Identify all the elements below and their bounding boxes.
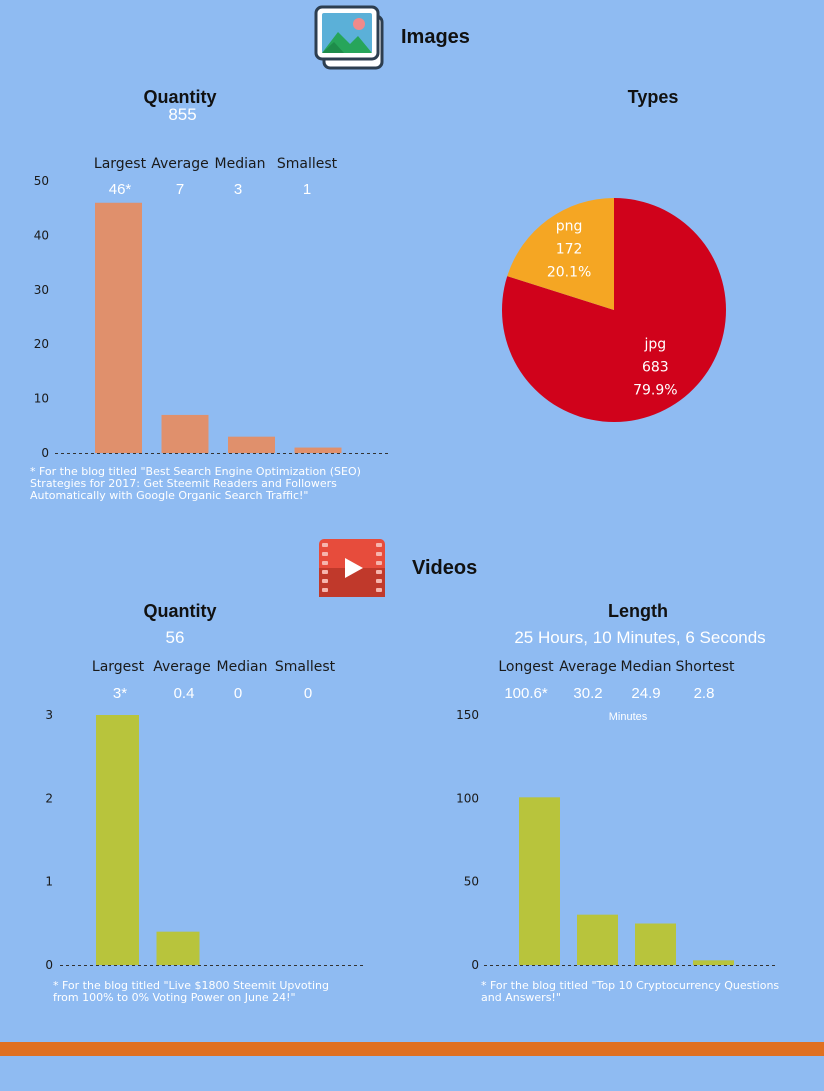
images-stat-value-smallest: 1 <box>302 181 312 198</box>
y-tick-label: 0 <box>45 958 53 972</box>
y-tick-label: 30 <box>34 283 49 297</box>
bar-longest <box>519 797 560 965</box>
bar-average <box>161 414 209 453</box>
videos-length-label-median: Median <box>620 659 672 675</box>
images-section-title: Images <box>401 26 470 48</box>
videos-length-value-longest: 100.6* <box>504 685 548 702</box>
videos-length-footnote: * For the blog titled "Top 10 Cryptocurr… <box>481 979 780 1004</box>
bar-largest <box>96 715 139 965</box>
y-tick-label: 50 <box>34 174 49 188</box>
videos-length-label-shortest: Shortest <box>675 659 735 675</box>
y-tick-label: 20 <box>34 337 49 351</box>
y-tick-label: 150 <box>456 708 479 722</box>
images-stat-value-largest: 46* <box>108 181 132 198</box>
videos-length-value-median: 24.9 <box>631 685 661 702</box>
videos-length-label-longest: Longest <box>498 659 554 675</box>
videos-length-value-shortest: 2.8 <box>693 685 715 702</box>
y-tick-label: 0 <box>41 446 49 460</box>
film-play-icon <box>319 539 385 597</box>
bar-smallest <box>294 447 342 453</box>
images-quantity-title: Quantity <box>143 87 217 107</box>
bar-median <box>635 923 676 965</box>
videos-length-label-average: Average <box>559 659 617 675</box>
images-section-icon-wrap <box>314 4 386 70</box>
images-quantity-bar-chart: 0 10 20 30 40 50 <box>34 174 388 460</box>
videos-length-total: 25 Hours, 10 Minutes, 6 Seconds <box>514 628 766 647</box>
videos-length-bar-chart: 0 50 100 150 <box>456 708 775 972</box>
pie-label-jpg: jpg <box>644 336 667 352</box>
videos-quantity-footnote: * For the blog titled "Live $1800 Steemi… <box>53 979 329 1004</box>
videos-quantity-bar-chart: 0 1 2 3 <box>45 708 363 972</box>
y-tick-label: 2 <box>45 791 53 805</box>
y-tick-label: 3 <box>45 708 53 722</box>
images-stat-label-median: Median <box>214 156 266 172</box>
pie-label-png: png <box>556 219 583 235</box>
videos-section-icon-wrap <box>318 538 386 598</box>
y-tick-label: 0 <box>471 958 479 972</box>
pie-value-jpg: 683 <box>642 359 669 375</box>
videos-length-units: Minutes <box>608 711 648 723</box>
bar-largest <box>95 202 142 453</box>
pie-value-png: 172 <box>556 242 583 258</box>
y-tick-label: 40 <box>34 228 49 242</box>
picture-stack-icon <box>314 5 384 70</box>
bottom-divider-bar <box>0 1042 824 1056</box>
videos-section-title: Videos <box>412 557 478 579</box>
pie-percent-png: 20.1% <box>547 265 591 281</box>
y-tick-label: 50 <box>464 875 479 889</box>
images-quantity-footnote: * For the blog titled "Best Search Engin… <box>30 465 361 502</box>
images-stat-value-average: 7 <box>175 181 185 198</box>
videos-length-value-average: 30.2 <box>573 685 603 702</box>
y-tick-label: 10 <box>34 392 49 406</box>
y-tick-label: 100 <box>456 791 479 805</box>
images-types-title: Types <box>627 87 679 107</box>
images-types-pie-chart: jpg 683 79.9% png 172 20.1% <box>502 198 726 422</box>
videos-length-title: Length <box>608 601 668 621</box>
pie-slice-png <box>507 198 614 310</box>
bar-shortest <box>693 960 734 965</box>
videos-stat-label-smallest: Smallest <box>274 659 336 675</box>
bar-median <box>228 436 275 453</box>
pie-percent-jpg: 79.9% <box>633 382 677 398</box>
videos-quantity-title: Quantity <box>143 601 217 621</box>
images-stat-label-average: Average <box>151 156 209 172</box>
bar-average <box>577 914 618 965</box>
videos-stat-value-median: 0 <box>233 685 243 702</box>
images-stat-label-smallest: Smallest <box>276 156 338 172</box>
videos-stat-value-largest: 3* <box>112 685 128 702</box>
videos-stat-label-average: Average <box>153 659 211 675</box>
videos-stat-label-median: Median <box>216 659 268 675</box>
bar-average <box>156 931 200 965</box>
videos-stat-label-largest: Largest <box>91 659 145 675</box>
images-stat-label-largest: Largest <box>93 156 147 172</box>
y-tick-label: 1 <box>45 875 53 889</box>
images-quantity-total: 855 <box>168 105 197 124</box>
videos-quantity-total: 56 <box>165 628 185 647</box>
images-stat-value-median: 3 <box>233 181 243 198</box>
videos-stat-value-smallest: 0 <box>303 685 313 702</box>
videos-stat-value-average: 0.4 <box>173 685 195 702</box>
